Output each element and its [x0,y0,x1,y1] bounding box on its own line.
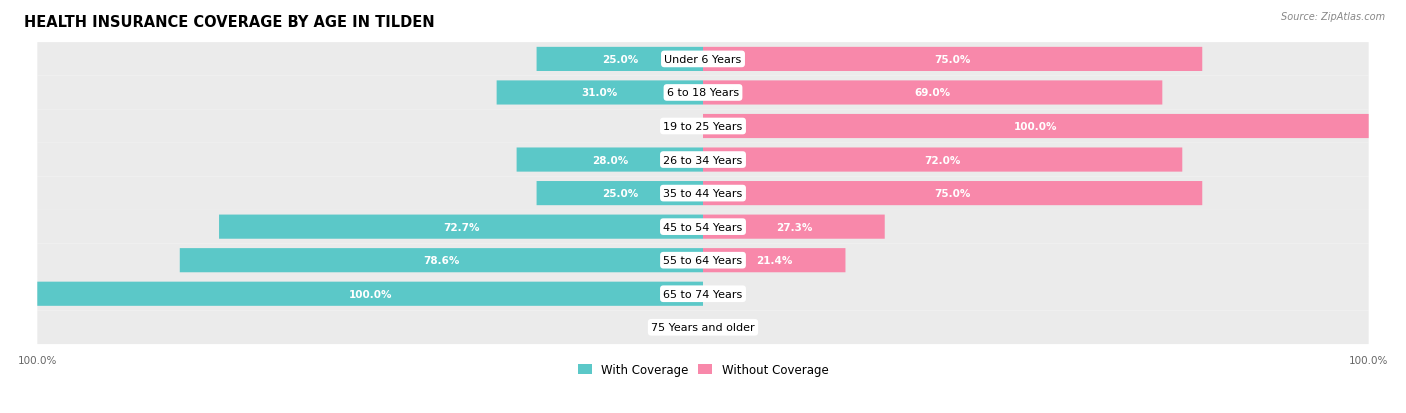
Text: 0.0%: 0.0% [710,323,738,332]
FancyBboxPatch shape [38,244,1368,277]
FancyBboxPatch shape [703,48,1202,72]
Text: 28.0%: 28.0% [592,155,628,165]
FancyBboxPatch shape [703,182,1202,206]
FancyBboxPatch shape [38,177,1368,210]
FancyBboxPatch shape [38,311,1368,344]
Text: 26 to 34 Years: 26 to 34 Years [664,155,742,165]
FancyBboxPatch shape [219,215,703,239]
Text: 35 to 44 Years: 35 to 44 Years [664,189,742,199]
Text: Under 6 Years: Under 6 Years [665,55,741,65]
FancyBboxPatch shape [703,115,1368,139]
Text: 65 to 74 Years: 65 to 74 Years [664,289,742,299]
Text: 31.0%: 31.0% [582,88,619,98]
Text: 72.7%: 72.7% [443,222,479,232]
FancyBboxPatch shape [703,215,884,239]
FancyBboxPatch shape [38,210,1368,244]
FancyBboxPatch shape [38,277,1368,311]
FancyBboxPatch shape [537,182,703,206]
Text: Source: ZipAtlas.com: Source: ZipAtlas.com [1281,12,1385,22]
FancyBboxPatch shape [703,148,1182,172]
Text: 25.0%: 25.0% [602,189,638,199]
Text: 19 to 25 Years: 19 to 25 Years [664,122,742,132]
Text: 100.0%: 100.0% [349,289,392,299]
Text: 55 to 64 Years: 55 to 64 Years [664,256,742,266]
Text: 100.0%: 100.0% [1014,122,1057,132]
Text: 72.0%: 72.0% [925,155,960,165]
Text: 6 to 18 Years: 6 to 18 Years [666,88,740,98]
Text: 45 to 54 Years: 45 to 54 Years [664,222,742,232]
Text: 0.0%: 0.0% [668,122,696,132]
Text: 27.3%: 27.3% [776,222,813,232]
Text: 75.0%: 75.0% [935,189,970,199]
Text: 21.4%: 21.4% [756,256,793,266]
FancyBboxPatch shape [537,48,703,72]
FancyBboxPatch shape [703,81,1163,105]
FancyBboxPatch shape [516,148,703,172]
FancyBboxPatch shape [703,249,845,273]
FancyBboxPatch shape [38,282,703,306]
Text: 75 Years and older: 75 Years and older [651,323,755,332]
FancyBboxPatch shape [38,76,1368,110]
Text: 69.0%: 69.0% [914,88,950,98]
FancyBboxPatch shape [496,81,703,105]
Text: HEALTH INSURANCE COVERAGE BY AGE IN TILDEN: HEALTH INSURANCE COVERAGE BY AGE IN TILD… [24,15,434,30]
Text: 0.0%: 0.0% [668,323,696,332]
FancyBboxPatch shape [38,43,1368,76]
FancyBboxPatch shape [38,110,1368,143]
Text: 75.0%: 75.0% [935,55,970,65]
Text: 78.6%: 78.6% [423,256,460,266]
FancyBboxPatch shape [38,143,1368,177]
Text: 0.0%: 0.0% [710,289,738,299]
Text: 25.0%: 25.0% [602,55,638,65]
FancyBboxPatch shape [180,249,703,273]
Legend: With Coverage, Without Coverage: With Coverage, Without Coverage [572,358,834,381]
